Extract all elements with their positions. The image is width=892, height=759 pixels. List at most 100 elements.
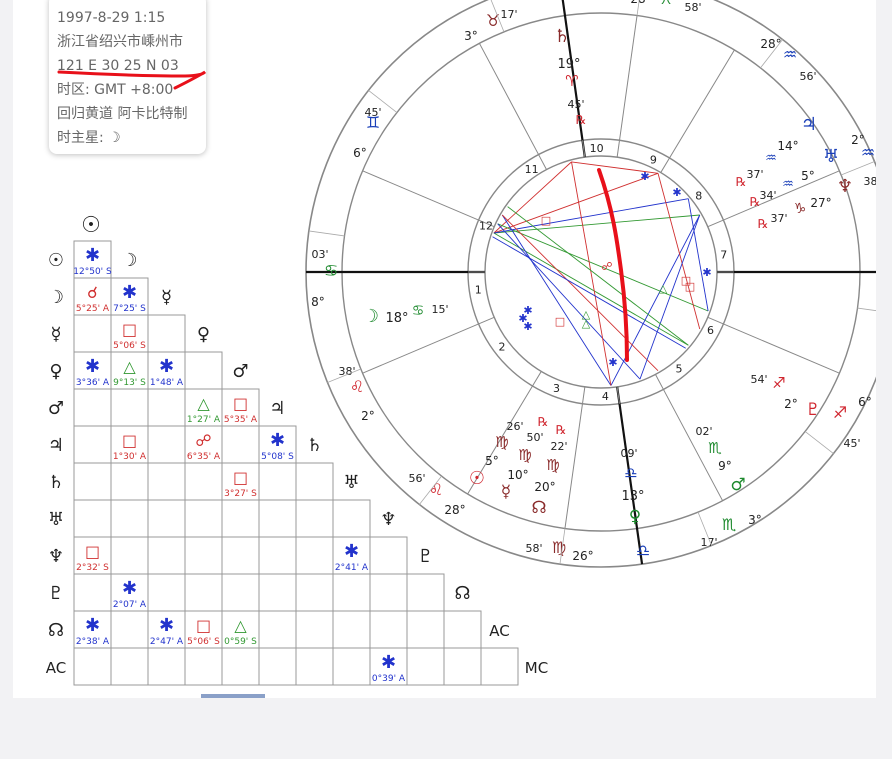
grid-row-label-6: ♄ bbox=[48, 472, 64, 493]
planet-label: ♂ bbox=[730, 475, 745, 495]
house-number-3: 3 bbox=[553, 382, 560, 395]
grid-row-label-12: MC bbox=[44, 696, 67, 698]
planet-label: 26' bbox=[506, 420, 523, 433]
grid-cell bbox=[369, 647, 408, 686]
grid-diagonal-label-7: ♅ bbox=[343, 472, 359, 493]
house-ring-tick bbox=[707, 316, 724, 325]
aspect-line bbox=[497, 223, 709, 312]
planet-label: ♆ bbox=[837, 176, 853, 197]
aspect-cell-glyph: ✱ bbox=[122, 282, 137, 303]
sign-divider-line bbox=[308, 230, 345, 237]
planet-label: ☉ bbox=[469, 468, 485, 489]
aspect-cell-glyph: ✱ bbox=[159, 356, 174, 377]
house-ring-tick bbox=[478, 316, 495, 325]
aspect-line bbox=[493, 214, 700, 234]
house-ring-tick bbox=[581, 140, 586, 158]
grid-diagonal-label-8: ♆ bbox=[380, 509, 396, 530]
planet-label: 15' bbox=[431, 303, 448, 316]
planet-label: 10° bbox=[507, 468, 528, 482]
house-cusp-line bbox=[478, 43, 540, 155]
aspect-cell-glyph: ✱ bbox=[85, 356, 100, 377]
cusp-degree-text: 56' bbox=[408, 472, 425, 485]
grid-cell bbox=[221, 536, 260, 575]
grid-cell bbox=[184, 647, 223, 686]
grid-cell bbox=[443, 610, 482, 649]
grid-cell bbox=[147, 647, 186, 686]
planet-label: 37' bbox=[770, 212, 787, 225]
birth-place: 浙江省绍兴市嵊州市 bbox=[57, 34, 183, 50]
aspect-line bbox=[571, 161, 612, 386]
grid-row-label-11: AC bbox=[46, 659, 66, 677]
aspect-glyph: ✱ bbox=[640, 170, 649, 183]
house-cusp-line bbox=[723, 323, 840, 374]
house-number-11: 11 bbox=[525, 163, 539, 176]
planet-label: ℞ bbox=[538, 415, 549, 429]
house-cusp-line bbox=[362, 323, 479, 374]
timezone-text: 时区: GMT +8:00 bbox=[57, 82, 174, 98]
aspect-cell-glyph: ✱ bbox=[85, 615, 100, 636]
grid-cell bbox=[295, 462, 334, 501]
aspect-line bbox=[493, 232, 689, 346]
house-ring-tick bbox=[538, 154, 547, 170]
planet-label: ℞ bbox=[576, 113, 587, 127]
grid-cell bbox=[73, 425, 112, 464]
aspect-cell-glyph: ✱ bbox=[381, 652, 396, 673]
aspect-cell-orb: 0°59' S bbox=[224, 637, 257, 647]
aspect-cell-glyph: □ bbox=[196, 616, 211, 635]
aspect-cell-glyph: □ bbox=[233, 468, 248, 487]
planet-label: ℞ bbox=[556, 423, 567, 437]
sign-divider-line bbox=[368, 90, 398, 113]
grid-row-label-7: ♅ bbox=[48, 509, 64, 530]
grid-row-label-0: ☉ bbox=[48, 250, 64, 271]
grid-cell bbox=[369, 610, 408, 649]
house-number-6: 6 bbox=[707, 324, 714, 337]
grid-cell bbox=[443, 647, 482, 686]
grid-cell bbox=[110, 647, 149, 686]
aspect-cell-glyph: ✱ bbox=[122, 578, 137, 599]
grid-cell bbox=[258, 573, 297, 612]
planet-label: ♏ bbox=[708, 439, 722, 457]
grid-row-label-4: ♂ bbox=[48, 398, 64, 419]
cusp-degree-text: 2° bbox=[784, 397, 798, 411]
aspect-cell-orb: 2°07' A bbox=[113, 600, 147, 610]
grid-row-label-5: ♃ bbox=[48, 435, 64, 456]
grid-diagonal-label-9: ♇ bbox=[417, 546, 433, 567]
sign-glyph: ♍ bbox=[552, 538, 566, 557]
grid-cell bbox=[221, 499, 260, 538]
house-number-4: 4 bbox=[602, 390, 609, 403]
aspect-cell-glyph: ✱ bbox=[270, 430, 285, 451]
grid-cell bbox=[73, 647, 112, 686]
cusp-degree-text: 38' bbox=[338, 365, 355, 378]
grid-cell bbox=[73, 499, 112, 538]
planet-label: ♎ bbox=[624, 464, 637, 482]
sign-divider-line bbox=[840, 161, 875, 176]
aspect-cell-orb: 5°35' A bbox=[224, 415, 258, 425]
house-number-7: 7 bbox=[720, 249, 727, 262]
planet-label: ♐ bbox=[772, 374, 785, 392]
planet-label: 27° bbox=[810, 196, 831, 210]
aspect-line bbox=[497, 223, 641, 380]
house-number-9: 9 bbox=[650, 154, 657, 167]
grid-diagonal-label-3: ♀ bbox=[197, 324, 210, 345]
planet-label: 13° bbox=[621, 489, 644, 504]
grid-diagonal-label-10: ☊ bbox=[455, 583, 471, 604]
aspect-cell-glyph: △ bbox=[123, 357, 136, 376]
aspect-cell-orb: 3°36' A bbox=[76, 378, 110, 388]
sign-glyph: ♒ bbox=[783, 45, 797, 64]
house-ring-tick bbox=[616, 386, 621, 404]
aspect-cell-orb: 12°50' S bbox=[73, 267, 112, 277]
house-ring-tick bbox=[660, 157, 670, 173]
house-cusp-line bbox=[662, 389, 724, 501]
cusp-degree-text: 56' bbox=[799, 70, 816, 83]
cusp-degree-text: 38' bbox=[863, 175, 879, 188]
aspect-glyph: □ bbox=[541, 214, 551, 227]
aspect-line bbox=[493, 172, 659, 234]
sign-glyph: ♉ bbox=[486, 11, 500, 30]
house-ring-tick bbox=[581, 386, 586, 404]
sign-glyph: ♋ bbox=[324, 261, 338, 280]
grid-diagonal-label-11: AC bbox=[489, 622, 509, 640]
aspect-cell-glyph: ☌ bbox=[87, 283, 98, 302]
aspect-cell-glyph: □ bbox=[122, 320, 137, 339]
grid-diagonal-label-1: ☽ bbox=[121, 250, 137, 271]
grid-cell bbox=[110, 351, 149, 390]
